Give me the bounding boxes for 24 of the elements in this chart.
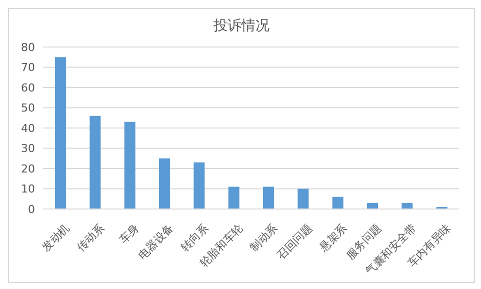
y-tick-label: 20 (21, 162, 35, 176)
bar (90, 116, 101, 209)
x-tick-label: 车身 (116, 222, 142, 246)
y-tick-label: 30 (21, 142, 35, 156)
x-tick-label: 发动机 (40, 222, 72, 254)
bar (55, 57, 66, 209)
y-tick-label: 0 (28, 202, 35, 216)
bar (298, 188, 309, 209)
bar (124, 122, 136, 209)
bar (159, 158, 170, 209)
bar (263, 186, 274, 209)
x-tick-label: 传动系 (74, 222, 107, 254)
bar (367, 202, 378, 209)
y-tick-label: 40 (21, 122, 35, 135)
y-tick-label: 50 (21, 102, 35, 115)
bar (332, 196, 344, 209)
chart-title: 投诉情况 (212, 17, 270, 36)
y-tick-label: 60 (21, 81, 35, 94)
y-tick-label: 10 (21, 182, 35, 196)
bar (402, 202, 413, 209)
bar (228, 186, 240, 209)
y-tick-label: 70 (21, 61, 35, 74)
y-tick-label: 80 (21, 40, 35, 54)
bar (194, 162, 205, 209)
